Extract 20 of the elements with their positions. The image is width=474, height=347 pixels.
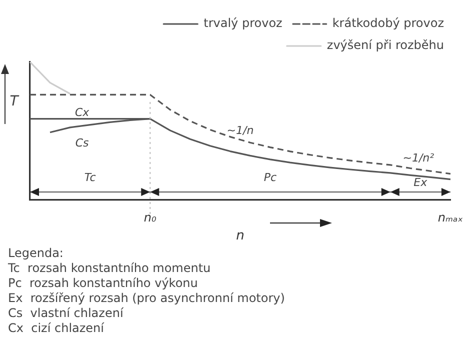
y-axis-title: T xyxy=(10,94,20,110)
legend-label: zvýšení při rozběhu xyxy=(326,38,444,52)
text: Pc rozsah konstantního výkonu xyxy=(8,276,199,291)
annotation: Ex xyxy=(414,176,428,189)
annotation: ~1/n xyxy=(226,124,254,137)
text: Ex rozšířený rozsah (pro asynchronní motory) xyxy=(8,291,286,306)
text: Cx cizí chlazení xyxy=(8,321,105,336)
legend-label: krátkodobý provoz xyxy=(332,16,444,30)
legend-label: trvalý provoz xyxy=(204,16,282,30)
annotation: Pc xyxy=(264,170,277,184)
x-axis-title: n xyxy=(236,228,244,244)
text: Cs vlastní chlazení xyxy=(8,306,124,321)
text: Legenda: xyxy=(8,246,64,261)
x-tick-label: nₘₐₓ xyxy=(438,210,463,224)
annotation: Cx xyxy=(74,106,90,119)
annotation: Tc xyxy=(84,170,96,184)
annotation: ~1/n² xyxy=(402,151,435,164)
annotation: Cs xyxy=(75,136,90,150)
x-tick-label: n₀ xyxy=(144,210,157,224)
text: Tc rozsah konstantního momentu xyxy=(8,261,212,276)
